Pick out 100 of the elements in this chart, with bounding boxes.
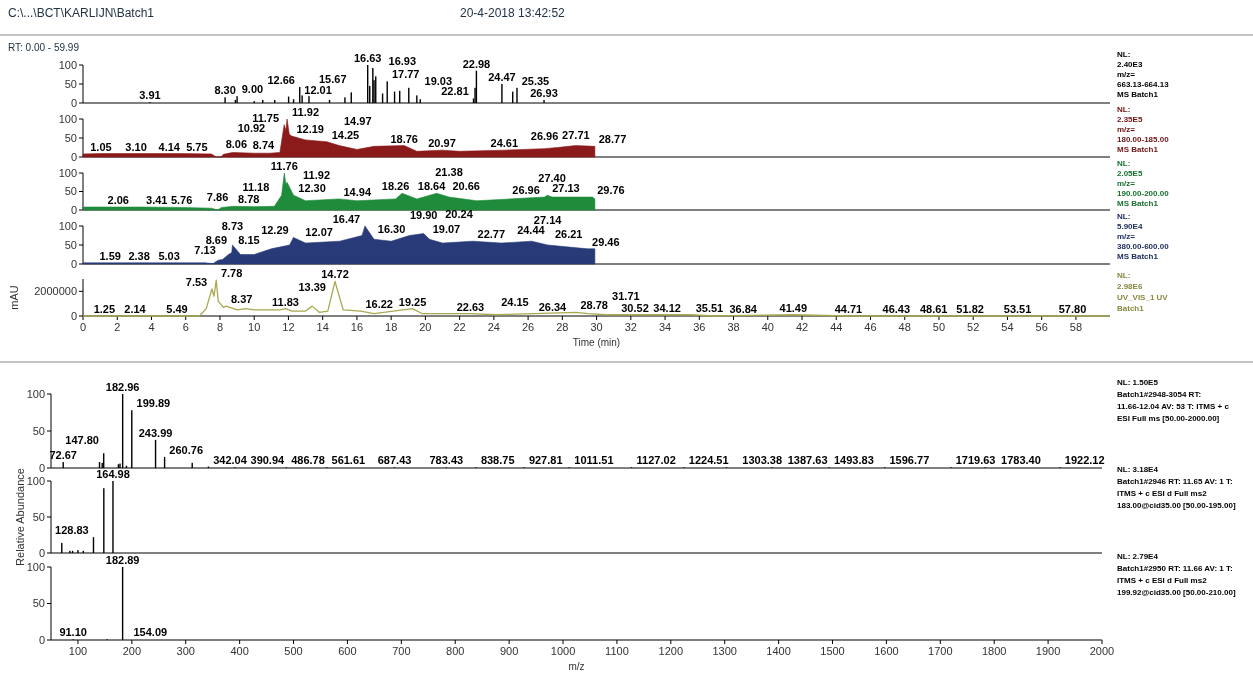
y-tick-label: 2000000 xyxy=(34,285,77,298)
y-tick-label: 0 xyxy=(70,309,77,322)
chart-title: RT: 0.00 - 59.99 xyxy=(8,42,80,53)
annotation: 3.91 xyxy=(139,89,161,102)
annotation: 12.30 xyxy=(298,182,326,195)
annotation: 182.96 xyxy=(105,381,140,393)
annotation: 22.77 xyxy=(477,228,506,241)
x-tick-label: 1000 xyxy=(550,645,576,657)
annotation: 5.76 xyxy=(170,194,193,207)
annotation: 8.78 xyxy=(238,193,260,206)
x-tick-label: 4 xyxy=(148,321,155,333)
text: 2.98E6 xyxy=(1117,282,1143,291)
text: MS Batch1 xyxy=(1117,199,1159,208)
x-tick-label: 500 xyxy=(284,645,303,657)
x-tick-label: 56 xyxy=(1035,321,1048,333)
annotation: 154.09 xyxy=(133,626,168,639)
annotation: 164.98 xyxy=(96,468,130,480)
text: NL: xyxy=(1117,50,1131,59)
annotation: 7.78 xyxy=(220,267,243,280)
x-tick-label: 38 xyxy=(727,321,740,333)
x-tick-label: 34 xyxy=(658,321,672,333)
annotation: 1922.12 xyxy=(1064,454,1105,467)
text: Batch1#2948-3054 RT: xyxy=(1117,390,1202,399)
annotation: 8.73 xyxy=(221,220,244,232)
annotation: 3.41 xyxy=(146,194,168,207)
annotation: 22.81 xyxy=(441,85,469,98)
annotation: 12.07 xyxy=(305,226,333,238)
text: 663.13-664.13 xyxy=(1117,80,1170,89)
annotation: 12.29 xyxy=(261,224,289,237)
x-tick-label: 2 xyxy=(114,321,121,333)
text: 11.66-12.04 AV: 53 T: ITMS + c xyxy=(1117,402,1230,411)
annotation: 8.74 xyxy=(252,139,276,152)
annotation: 34.12 xyxy=(653,301,681,314)
text: MS Batch1 xyxy=(1117,145,1159,154)
annotation: 26.96 xyxy=(530,129,559,142)
x-tick-label: 28 xyxy=(556,321,569,333)
annotation: 4.14 xyxy=(158,140,181,153)
x-tick-label: 52 xyxy=(967,321,980,333)
annotation: 17.77 xyxy=(391,68,420,81)
x-tick-label: 18 xyxy=(385,321,398,333)
text: NL: xyxy=(1117,159,1131,168)
text: m/z= xyxy=(1117,179,1136,188)
annotation: 182.89 xyxy=(105,554,140,566)
x-tick-label: 1300 xyxy=(712,645,737,657)
text: ESI Full ms [50.00-2000.00] xyxy=(1117,414,1220,423)
annotation: 5.49 xyxy=(166,303,188,315)
x-tick-label: 32 xyxy=(624,321,637,333)
annotation: 8.37 xyxy=(230,293,253,306)
line-series xyxy=(82,279,1111,317)
x-tick-label: 30 xyxy=(590,321,603,333)
x-tick-label: 400 xyxy=(230,645,249,657)
annotation: 30.52 xyxy=(621,301,649,314)
y-tick-label: 100 xyxy=(26,560,45,573)
annotation: 57.80 xyxy=(1058,303,1087,315)
annotation: 927.81 xyxy=(528,454,563,467)
y-tick-label: 100 xyxy=(58,166,77,179)
y-tick-label: 50 xyxy=(64,77,77,90)
annotation: 15.67 xyxy=(319,73,347,86)
annotation: 72.67 xyxy=(49,449,77,462)
text: 180.00-185.00 xyxy=(1117,135,1170,144)
x-tick-label: 1500 xyxy=(820,645,845,657)
annotation: 1224.51 xyxy=(688,454,729,467)
annotation: 1127.02 xyxy=(636,454,676,467)
text: m/z= xyxy=(1117,125,1136,134)
text: NL: xyxy=(1117,271,1131,280)
annotation: 27.14 xyxy=(533,214,563,226)
annotation: 46.43 xyxy=(882,303,911,315)
y-tick-label: 100 xyxy=(26,474,45,487)
x-tick-label: 42 xyxy=(795,321,809,333)
annotation: 25.35 xyxy=(521,74,550,87)
text: Batch1 xyxy=(1117,304,1145,313)
text: 190.00-200.00 xyxy=(1117,189,1170,198)
y-tick-label: 50 xyxy=(32,510,45,523)
annotation: 11.75 xyxy=(252,111,280,124)
x-axis-title: Time (min) xyxy=(572,337,621,348)
annotation: 20.24 xyxy=(445,208,474,221)
annotation: 8.15 xyxy=(238,234,260,247)
annotation: 20.97 xyxy=(428,137,456,150)
text: Batch1#2950 RT: 11.66 AV: 1 T: xyxy=(1117,564,1233,573)
annotation: 19.03 xyxy=(424,74,453,87)
x-tick-label: 24 xyxy=(487,321,500,333)
x-tick-label: 1700 xyxy=(928,645,953,657)
annotation: 19.25 xyxy=(398,295,427,308)
annotation: 561.61 xyxy=(331,454,366,467)
annotation: 11.92 xyxy=(292,106,320,118)
annotation: 18.64 xyxy=(417,180,447,193)
annotation: 9.00 xyxy=(241,83,264,96)
text: NL: xyxy=(1117,212,1131,221)
annotation: 1.59 xyxy=(99,249,121,262)
annotation: 1719.63 xyxy=(955,454,996,467)
annotation: 26.96 xyxy=(512,184,540,197)
annotation: 16.63 xyxy=(353,52,382,64)
annotation: 5.03 xyxy=(158,249,180,262)
annotation: 36.84 xyxy=(729,303,758,315)
annotation: 16.93 xyxy=(388,55,417,68)
x-tick-label: 0 xyxy=(79,321,87,333)
annotation: 14.97 xyxy=(344,114,372,127)
annotation: 199.89 xyxy=(136,397,171,410)
y-tick-label: 100 xyxy=(26,387,45,400)
y-tick-label: 0 xyxy=(38,546,45,559)
